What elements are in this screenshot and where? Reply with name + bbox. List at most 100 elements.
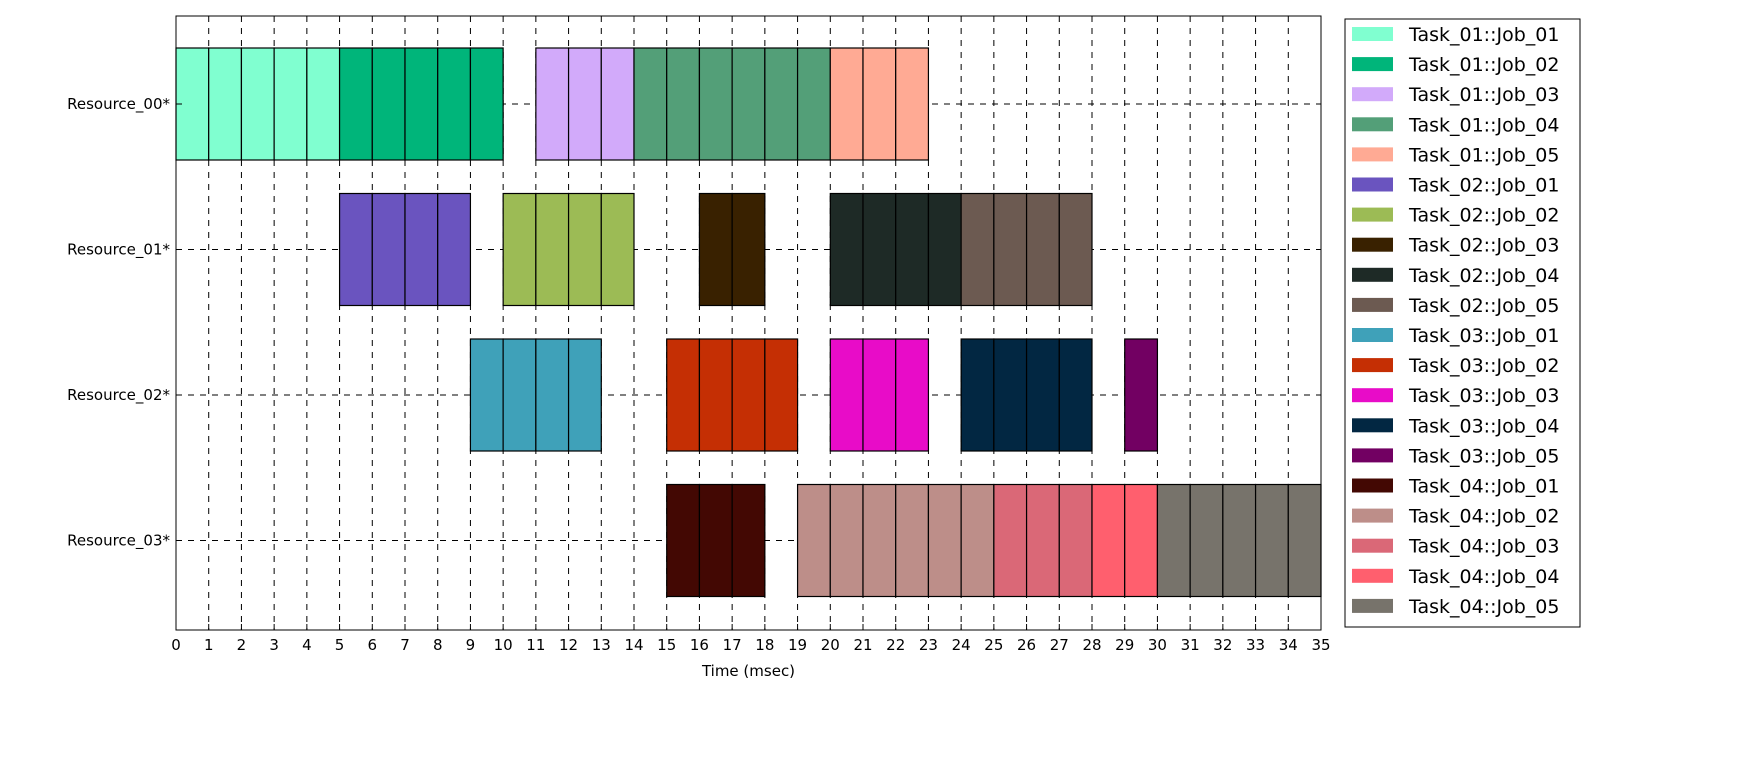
legend-swatch — [1352, 207, 1393, 222]
job-bar-segment — [600, 192, 635, 307]
legend-swatch — [1352, 478, 1393, 493]
job-bar-segment — [1025, 338, 1060, 452]
legend-swatch — [1352, 448, 1393, 463]
job-bar-segment — [698, 338, 733, 452]
job-bar-segment — [1058, 192, 1093, 307]
job-bar-segment — [469, 338, 504, 452]
x-tick-label: 18 — [755, 636, 774, 654]
x-tick-label: 12 — [559, 636, 578, 654]
job-bar-segment — [731, 338, 766, 452]
legend-label: Task_01::Job_01 — [1408, 24, 1559, 46]
y-axis-ticks: Resource_00* Resource_01* Resource_02* Reso… — [67, 95, 182, 551]
y-tick-label: Resource_03* — [67, 532, 170, 551]
job-bar-segment — [535, 338, 570, 452]
job-bar-segment — [371, 192, 406, 307]
job-bar-segment — [1222, 483, 1257, 598]
x-tick-label: 22 — [886, 636, 905, 654]
job-bar-segment — [796, 47, 831, 161]
x-tick-label: 7 — [400, 636, 410, 654]
legend-label: Task_04::Job_03 — [1408, 536, 1559, 558]
legend-swatch — [1352, 538, 1393, 553]
job-bar-segment — [698, 47, 733, 161]
job-bar-segment — [993, 338, 1028, 452]
job-bar-segment — [1091, 483, 1126, 598]
job-bar-segment — [698, 192, 733, 307]
job-bar-segment — [731, 47, 766, 161]
y-tick-label: Resource_02* — [67, 386, 170, 405]
x-tick-label: 4 — [302, 636, 312, 654]
legend-swatch — [1352, 297, 1393, 312]
x-tick-label: 15 — [657, 636, 676, 654]
job-bar-segment — [535, 47, 570, 161]
job-bar-segment — [240, 47, 275, 161]
legend-label: Task_02::Job_02 — [1408, 205, 1559, 227]
legend-label: Task_04::Job_02 — [1408, 506, 1559, 528]
legend-swatch — [1352, 568, 1393, 583]
job-bar-segment — [633, 47, 668, 161]
job-bar-segment — [666, 483, 701, 598]
x-tick-label: 35 — [1311, 636, 1330, 654]
legend-swatch — [1352, 267, 1393, 282]
job-bar-segment — [829, 47, 864, 161]
job-bars — [175, 47, 1322, 598]
job-bar-segment — [829, 338, 864, 452]
job-bar-segment — [535, 192, 570, 307]
job-bar-segment — [567, 338, 602, 452]
x-tick-label: 23 — [919, 636, 938, 654]
legend-swatch — [1352, 237, 1393, 252]
plot-frame — [175, 15, 1322, 631]
job-bar-segment — [371, 47, 406, 161]
job-bar-segment — [1254, 483, 1289, 598]
legend-label: Task_01::Job_02 — [1408, 54, 1559, 76]
x-tick-label: 11 — [526, 636, 545, 654]
y-tick-label: Resource_01* — [67, 241, 170, 260]
job-bar-segment — [404, 47, 439, 161]
job-bar-segment — [829, 483, 864, 598]
job-bar-segment — [1287, 483, 1322, 598]
legend-swatch — [1352, 177, 1393, 192]
job-bar-segment — [731, 192, 766, 307]
job-bar-segment — [862, 338, 897, 452]
legend-swatch — [1352, 598, 1393, 613]
x-tick-label: 31 — [1181, 636, 1200, 654]
legend-swatch — [1352, 328, 1393, 342]
legend-label: Task_02::Job_01 — [1408, 175, 1559, 197]
x-tick-label: 19 — [788, 636, 807, 654]
x-tick-label: 34 — [1279, 636, 1298, 654]
job-bar-segment — [567, 47, 602, 161]
legend: Task_01::Job_01Task_01::Job_02Task_01::J… — [1344, 18, 1581, 628]
job-bar-segment — [404, 192, 439, 307]
job-bar-segment — [1025, 192, 1060, 307]
x-tick-label: 1 — [204, 636, 214, 654]
job-bar-segment — [1124, 338, 1159, 452]
job-bar-segment — [338, 192, 373, 307]
job-bar-segment — [993, 192, 1028, 307]
job-bar-segment — [1156, 483, 1191, 598]
legend-swatch — [1352, 87, 1393, 102]
x-tick-label: 14 — [624, 636, 643, 654]
job-bar-segment — [273, 47, 308, 161]
job-bar-segment — [731, 483, 766, 598]
job-bar-segment — [764, 338, 799, 452]
job-bar-segment — [960, 192, 995, 307]
y-tick-label: Resource_00* — [67, 95, 170, 114]
job-bar-segment — [698, 483, 733, 598]
legend-swatch — [1352, 27, 1393, 41]
x-tick-label: 20 — [821, 636, 840, 654]
x-axis-ticks: 0 1 2 3 4 5 6 7 8 9 10 11 12 13 14 15 16 17 18 19 20 21 22 23 24… — [171, 624, 1331, 654]
job-bar-segment — [862, 192, 897, 307]
legend-label: Task_02::Job_04 — [1408, 265, 1559, 287]
x-tick-label: 6 — [368, 636, 378, 654]
job-bar-segment — [1058, 338, 1093, 452]
legend-label: Task_04::Job_05 — [1408, 596, 1559, 618]
job-bar-segment — [208, 47, 243, 161]
x-tick-label: 3 — [269, 636, 279, 654]
x-tick-label: 10 — [494, 636, 513, 654]
legend-swatch — [1352, 508, 1393, 523]
x-tick-label: 25 — [984, 636, 1003, 654]
job-bar-segment — [829, 192, 864, 307]
job-bar-segment — [502, 192, 537, 307]
job-bar-segment — [437, 47, 472, 161]
legend-label: Task_02::Job_05 — [1408, 295, 1559, 317]
